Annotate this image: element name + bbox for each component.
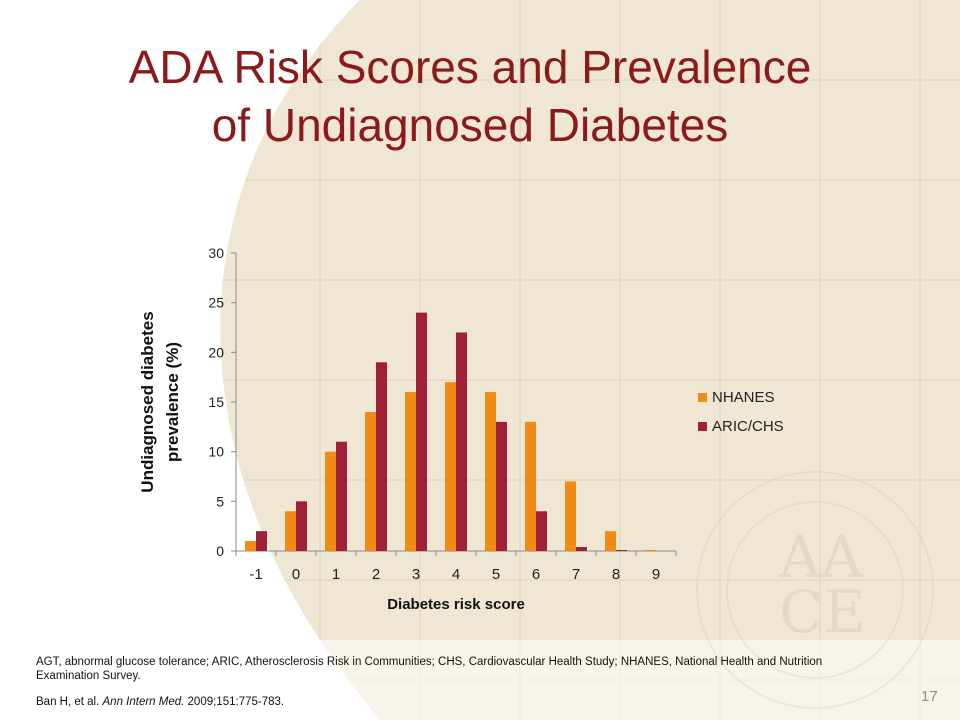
svg-text:CE: CE	[779, 578, 866, 646]
x-tick-label: 0	[292, 566, 300, 583]
y-tick-label: 25	[208, 295, 224, 311]
citation-ref: 2009;151:775-783.	[187, 696, 285, 708]
x-axis-title: Diabetes risk score	[387, 596, 525, 613]
y-tick-label: 5	[216, 493, 224, 509]
svg-text:AA: AA	[778, 523, 864, 591]
citation-authors: Ban H, et al.	[36, 696, 100, 708]
aace-seal-logo: AA CE	[696, 471, 934, 709]
bar-aric-chs	[256, 531, 267, 551]
bar-nhanes	[485, 392, 496, 551]
title-line-1: ADA Risk Scores and Prevalence	[128, 41, 812, 93]
bar-aric-chs	[616, 550, 627, 551]
legend-label-nhanes: NHANES	[712, 389, 775, 406]
bar-aric-chs	[456, 332, 467, 551]
y-tick-label: 20	[208, 344, 224, 360]
y-axis-title-line-2: prevalence (%)	[163, 342, 182, 462]
bar-aric-chs	[296, 501, 307, 551]
bar-nhanes	[365, 411, 376, 551]
citation: Ban H, et al. Ann Intern Med. 2009;151:7…	[36, 696, 284, 708]
y-axis-title-line-1: Undiagnosed diabetes	[138, 311, 157, 492]
x-tick-label: 5	[492, 566, 500, 583]
bar-aric-chs	[336, 441, 347, 551]
page-number: 17	[921, 688, 938, 705]
x-tick-label: 8	[612, 566, 620, 583]
y-tick-label: 0	[216, 543, 224, 559]
bar-aric-chs	[536, 511, 547, 551]
legend-swatch-aric-chs	[698, 422, 707, 431]
legend-label-aric-chs: ARIC/CHS	[712, 418, 784, 435]
bar-nhanes	[645, 550, 656, 551]
bar-aric-chs	[576, 547, 587, 551]
x-tick-label: 2	[372, 566, 380, 583]
bar-aric-chs	[376, 362, 387, 551]
y-tick-label: 30	[208, 245, 224, 261]
x-tick-label: 1	[332, 566, 340, 583]
x-tick-label: 3	[412, 566, 420, 583]
slide-title: ADA Risk Scores and Prevalence of Undiag…	[40, 38, 900, 154]
bar-nhanes	[525, 421, 536, 551]
bar-nhanes	[445, 382, 456, 551]
y-tick-label: 15	[208, 394, 224, 410]
bar-nhanes	[405, 392, 416, 551]
title-line-2: of Undiagnosed Diabetes	[211, 99, 729, 151]
bar-aric-chs	[416, 312, 427, 551]
footnote: AGT, abnormal glucose tolerance; ARIC, A…	[36, 656, 823, 682]
legend-swatch-nhanes	[698, 393, 707, 402]
bar-nhanes	[325, 451, 336, 551]
x-tick-label: 9	[652, 566, 660, 583]
y-tick-label: 10	[208, 444, 224, 460]
x-tick-label: 7	[572, 566, 580, 583]
x-tick-label: 4	[452, 566, 460, 583]
x-tick-label: 6	[532, 566, 540, 583]
bar-nhanes	[565, 481, 576, 551]
bar-aric-chs	[496, 421, 507, 551]
bar-nhanes	[605, 531, 616, 551]
x-tick-label: -1	[249, 566, 262, 583]
bar-nhanes	[245, 541, 256, 551]
bar-nhanes	[285, 511, 296, 551]
citation-journal: Ann Intern Med.	[102, 696, 185, 708]
